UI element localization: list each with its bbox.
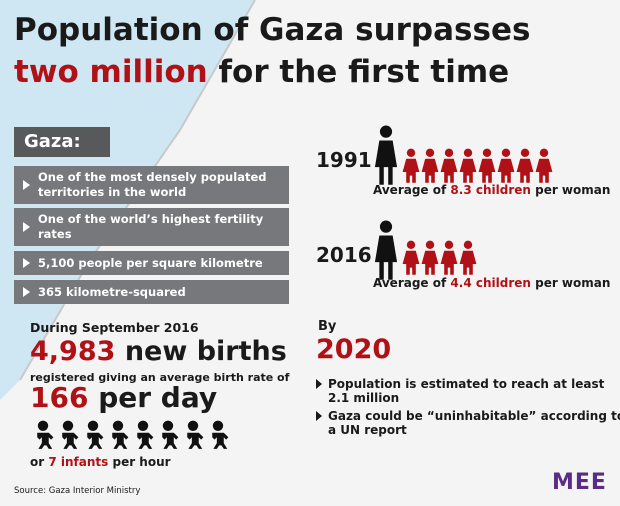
child-icons [402,148,553,275]
child-icon [478,148,496,183]
baby-icon [162,420,179,449]
caption-text: Average of [373,276,447,290]
title: Population of Gaza surpasses two million… [14,12,530,90]
child-icon [421,240,439,275]
fact-item: 365 kilometre-squared [14,280,289,304]
facts-heading: Gaza: [14,127,110,157]
hourly-text: per hour [112,455,171,469]
fact-item: 5,100 people per square kilometre [14,251,289,275]
hourly-highlight: 7 infants [48,455,109,469]
fertility-caption: Average of 4.4 children per woman [373,276,610,290]
title-line: two million for the first time [14,54,530,90]
title-line: Population of Gaza surpasses [14,12,531,48]
count-label: new births [124,336,287,367]
outlook-by: By [318,319,337,334]
baby-icon [62,420,79,449]
births-middle: registered giving an average birth rate … [30,371,290,384]
outlook-item: Population is estimated to reach at leas… [316,377,620,405]
rate-value: 166 [30,381,89,414]
hourly-text: or [30,455,45,469]
fact-item: One of the most densely populated territ… [14,166,289,204]
baby-icon [87,420,104,449]
caption-highlight: 4.4 children [450,276,531,290]
baby-icon [187,420,204,449]
baby-icon [37,420,54,449]
baby-icon [212,420,229,449]
title-rest: for the first time [218,54,510,90]
caption-text: per woman [535,183,611,197]
logo: MEE [552,470,607,495]
child-icon [402,148,420,183]
year: 1991 [316,148,372,172]
rate-unit: per day [98,381,218,414]
births-intro: During September 2016 [30,320,199,335]
child-icon [440,240,458,275]
baby-icon [137,420,154,449]
year: 2016 [316,243,372,267]
child-icon [497,148,515,183]
outlook-item: Gaza could be “uninhabitable” according … [316,409,620,437]
title-highlight: two million [14,54,208,90]
caption-highlight: 8.3 children [450,183,531,197]
fact-item: One of the world’s highest fertility rat… [14,208,289,246]
child-icon [516,148,534,183]
child-icon [421,148,439,183]
woman-icon [374,220,398,280]
child-icon [440,148,458,183]
baby-icons [37,420,229,449]
caption-text: Average of [373,183,447,197]
woman-icon [374,125,398,185]
fertility-caption: Average of 8.3 children per woman [373,183,610,197]
child-icon [535,148,553,183]
source: Source: Gaza Interior Ministry [14,486,141,496]
birth-rate: 166 per day [30,381,217,414]
outlook-year: 2020 [316,334,392,365]
caption-text: per woman [535,276,611,290]
child-icon [459,240,477,275]
child-icon [459,148,477,183]
births-count: 4,983 new births [30,336,287,367]
baby-icon [112,420,129,449]
count-value: 4,983 [30,336,116,367]
woman-icons [374,125,398,280]
hourly-rate: or 7 infants per hour [30,455,171,469]
child-icon [402,240,420,275]
